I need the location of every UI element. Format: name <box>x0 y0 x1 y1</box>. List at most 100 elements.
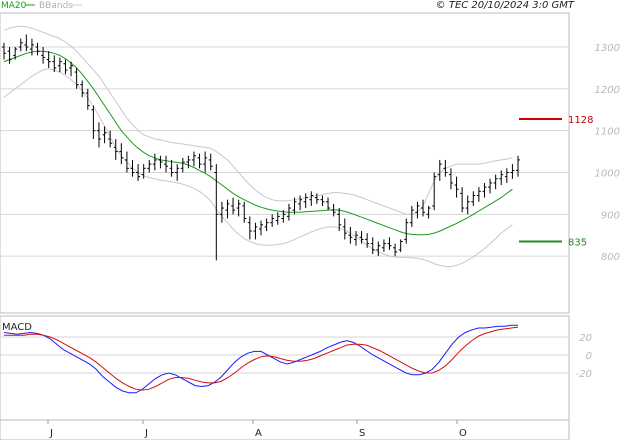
ohlc-bar <box>147 159 152 173</box>
ohlc-bar <box>69 61 74 77</box>
ohlc-bar <box>298 195 303 211</box>
ohlc-bar <box>359 231 364 244</box>
ohlc-bar <box>460 187 465 213</box>
ohlc-bar <box>214 164 219 261</box>
ma20-line <box>3 50 513 236</box>
ohlc-bar <box>432 172 437 211</box>
ohlc-bar <box>314 193 319 204</box>
macd-y-tick-label: 20 <box>579 333 592 344</box>
ohlc-bar <box>409 205 414 227</box>
ohlc-bar <box>426 205 431 219</box>
ohlc-bar <box>108 130 113 148</box>
macd-panel-frame <box>0 315 570 421</box>
ohlc-bar <box>18 38 23 52</box>
ohlc-bars <box>2 34 520 261</box>
ohlc-bar <box>259 220 263 236</box>
ohlc-bar <box>309 191 314 206</box>
ohlc-bar <box>208 153 213 171</box>
ohlc-bar <box>231 197 236 215</box>
ohlc-bar <box>41 47 46 64</box>
ohlc-bar <box>152 153 157 171</box>
bb-upper-line <box>3 25 513 215</box>
ohlc-bar <box>404 218 409 244</box>
price-y-tick-label: 800 <box>601 252 620 263</box>
price-y-tick-label: 1100 <box>595 127 620 138</box>
legend: MA20 BBands <box>1 1 82 11</box>
bb-lower-line <box>3 68 513 268</box>
macd-y-tick-label: 0 <box>586 351 592 362</box>
macd-line <box>3 324 518 394</box>
ohlc-bar <box>488 178 493 194</box>
ohlc-bar <box>476 187 481 202</box>
ohlc-bar <box>393 243 398 257</box>
ma20-series <box>3 50 513 236</box>
ohlc-bar <box>164 155 169 173</box>
x-axis-strip <box>0 419 570 440</box>
ohlc-bar <box>24 34 29 52</box>
ohlc-bar <box>186 155 191 169</box>
copyright-label: © TEC 20/10/2024 3:0 GMT <box>436 0 575 11</box>
ohlc-bar <box>499 170 504 186</box>
price-levels: 1128 835 <box>519 115 593 249</box>
ohlc-bar <box>169 159 174 177</box>
ohlc-bar <box>197 153 202 169</box>
ohlc-bar <box>124 151 129 173</box>
ohlc-bar <box>236 199 241 217</box>
price-panel: 800 900 1000 1100 1200 1300 1128 835 <box>0 12 620 314</box>
ohlc-bar <box>292 197 297 215</box>
ohlc-bar <box>7 47 12 64</box>
ohlc-bar <box>119 143 124 165</box>
price-y-tick-label: 900 <box>601 210 620 221</box>
ohlc-bar <box>275 212 280 225</box>
ohlc-bar <box>482 182 487 198</box>
macd-y-tick-label: -20 <box>576 369 592 380</box>
legend-bbands: BBands <box>39 1 73 11</box>
ohlc-bar <box>113 139 118 160</box>
ohlc-bar <box>516 155 520 177</box>
ohlc-bar <box>398 239 403 252</box>
ohlc-bar <box>203 151 208 173</box>
bollinger-bands <box>3 25 513 268</box>
ohlc-bar <box>2 42 6 60</box>
ohlc-bar <box>130 159 135 177</box>
ohlc-bar <box>80 80 85 98</box>
ohlc-bar <box>387 237 392 250</box>
ohlc-bar <box>281 210 286 223</box>
price-y-tick-label: 1200 <box>595 85 620 96</box>
ohlc-bar <box>303 193 308 209</box>
x-tick-label: J <box>144 428 148 439</box>
ohlc-bar <box>180 157 185 173</box>
ohlc-bar <box>443 159 448 177</box>
ohlc-bar <box>353 231 358 246</box>
ohlc-bar <box>102 126 107 144</box>
price-y-tick-label: 1000 <box>595 168 620 179</box>
ohlc-bar <box>504 168 509 183</box>
ohlc-bar <box>454 176 459 198</box>
level-label: 1128 <box>568 115 593 126</box>
macd-panel: MACD 20 0 -20 <box>0 315 592 421</box>
x-tick-label: S <box>359 428 365 439</box>
x-tick-label: A <box>255 428 262 439</box>
ohlc-bar <box>326 197 331 211</box>
x-tick-label: J <box>49 428 53 439</box>
ohlc-bar <box>381 239 386 252</box>
ohlc-bar <box>264 218 269 232</box>
ohlc-bar <box>342 218 347 240</box>
ohlc-bar <box>242 201 247 223</box>
ohlc-bar <box>253 222 258 240</box>
ohlc-bar <box>471 191 476 206</box>
ohlc-bar <box>35 42 40 56</box>
ohlc-bar <box>247 216 252 240</box>
ohlc-bar <box>415 201 420 219</box>
ohlc-bar <box>376 241 381 257</box>
ohlc-bar <box>348 226 353 244</box>
ohlc-bar <box>175 164 180 181</box>
ohlc-bar <box>465 195 470 215</box>
x-tick-label: O <box>459 428 467 439</box>
macd-y-ticks: 20 0 -20 <box>576 333 592 380</box>
ohlc-bar <box>46 51 51 68</box>
price-panel-frame <box>0 12 570 314</box>
ohlc-bar <box>85 88 90 110</box>
